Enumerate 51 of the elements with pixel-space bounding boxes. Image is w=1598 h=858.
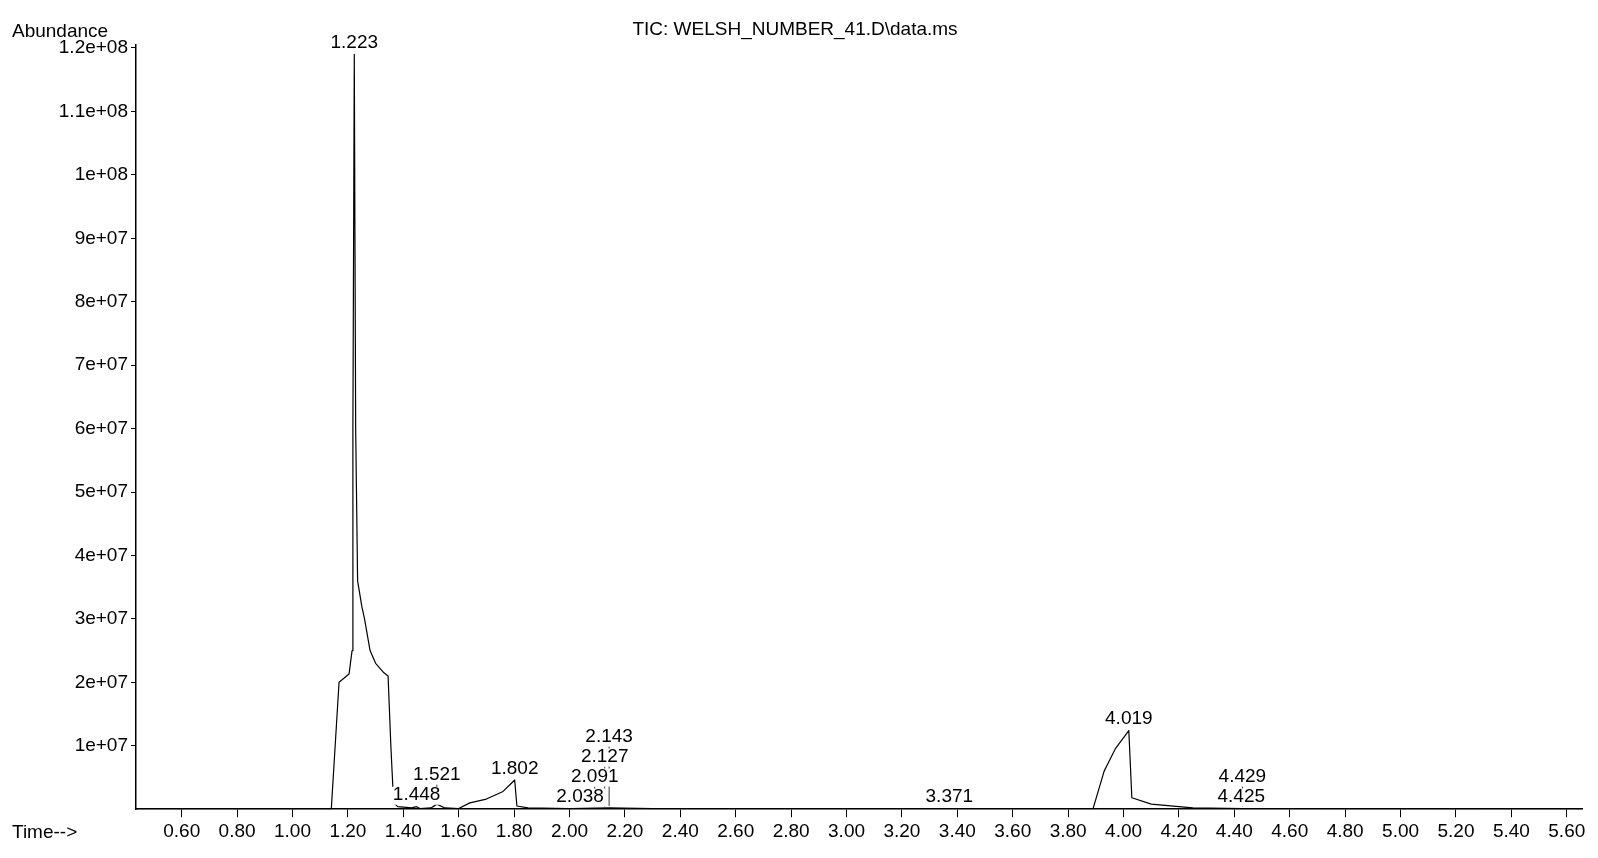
x-tick-label: 1.40 — [384, 819, 422, 841]
x-tick-label: 5.20 — [1437, 819, 1475, 841]
x-tick-label: 3.40 — [938, 819, 976, 841]
annotation: 2.091 — [570, 765, 619, 787]
chart-title: TIC: WELSH_NUMBER_41.D\data.ms — [632, 17, 958, 40]
x-tick-label: 4.60 — [1271, 819, 1309, 841]
x-tick-label: 3.00 — [828, 819, 866, 841]
y-tick-label: 3e+07 — [74, 607, 128, 629]
x-tick-label: 4.00 — [1105, 819, 1143, 841]
y-tick-label: 6e+07 — [74, 416, 128, 438]
annotation: 1.448 — [392, 783, 441, 805]
y-tick-label: 4e+07 — [74, 543, 128, 565]
x-tick-label: 1.80 — [495, 819, 533, 841]
annotation: 4.429 — [1218, 765, 1267, 787]
x-tick-label: 2.00 — [551, 819, 589, 841]
x-tick-label: 5.40 — [1492, 819, 1530, 841]
y-tick-label: 1e+08 — [74, 163, 128, 185]
x-tick-label: 3.80 — [1049, 819, 1087, 841]
x-tick-label: 5.60 — [1548, 819, 1586, 841]
y-tick-label: 2e+07 — [74, 670, 128, 692]
annotation: 1.802 — [490, 756, 539, 778]
y-tick-label: 8e+07 — [74, 289, 128, 311]
annotation: 1.223 — [330, 31, 379, 53]
x-tick-label: 3.20 — [883, 819, 921, 841]
y-tick-label: 5e+07 — [74, 480, 128, 502]
y-tick-label: 1.1e+08 — [58, 99, 128, 121]
x-tick-label: 4.20 — [1160, 819, 1198, 841]
x-axis-title: Time--> — [12, 820, 78, 842]
annotation: 2.143 — [585, 725, 633, 747]
x-tick-label: 4.80 — [1326, 819, 1364, 841]
annotation: 4.425 — [1217, 785, 1266, 807]
x-tick-label: 0.60 — [163, 819, 201, 841]
x-tick-label: 0.80 — [218, 819, 256, 841]
x-tick-label: 2.40 — [661, 819, 699, 841]
annotation: 3.371 — [925, 785, 974, 807]
x-tick-label: 2.80 — [772, 819, 810, 841]
x-tick-label: 2.60 — [717, 819, 755, 841]
x-tick-label: 3.60 — [994, 819, 1032, 841]
annotation: 1.521 — [413, 763, 461, 785]
y-tick-label: 7e+07 — [74, 353, 128, 375]
y-tick-label: 9e+07 — [74, 226, 128, 248]
x-tick-label: 4.40 — [1215, 819, 1253, 841]
annotation: 4.019 — [1105, 707, 1153, 729]
annotation: 2.038 — [556, 785, 604, 807]
x-tick-label: 5.00 — [1382, 819, 1420, 841]
x-tick-label: 1.00 — [274, 819, 311, 841]
y-tick-label: 1e+07 — [74, 734, 128, 755]
x-tick-label: 1.20 — [329, 819, 367, 841]
x-tick-label: 2.20 — [606, 819, 644, 841]
x-tick-label: 1.60 — [440, 819, 478, 841]
annotation: 2.127 — [580, 745, 629, 767]
